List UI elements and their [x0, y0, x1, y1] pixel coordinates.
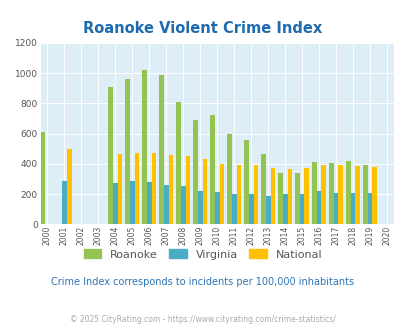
Text: © 2025 CityRating.com - https://www.cityrating.com/crime-statistics/: © 2025 CityRating.com - https://www.city…	[70, 315, 335, 324]
Bar	[248, 194, 253, 224]
Bar	[168, 155, 173, 224]
Bar	[214, 192, 219, 224]
Bar	[219, 164, 224, 224]
Bar	[209, 115, 214, 224]
Bar	[294, 173, 299, 224]
Bar	[151, 153, 156, 224]
Bar	[236, 165, 241, 224]
Bar	[316, 191, 321, 224]
Bar	[113, 183, 117, 224]
Bar	[367, 193, 371, 224]
Bar	[243, 141, 248, 224]
Text: Crime Index corresponds to incidents per 100,000 inhabitants: Crime Index corresponds to incidents per…	[51, 278, 354, 287]
Bar	[164, 185, 168, 224]
Bar	[130, 181, 134, 224]
Bar	[338, 165, 342, 224]
Bar	[299, 194, 304, 224]
Bar	[333, 193, 338, 224]
Bar	[197, 191, 202, 224]
Bar	[117, 154, 122, 224]
Bar	[345, 161, 350, 224]
Bar	[226, 134, 231, 224]
Bar	[40, 132, 45, 224]
Bar	[321, 165, 326, 224]
Bar	[142, 70, 147, 224]
Bar	[354, 166, 359, 224]
Bar	[231, 194, 236, 224]
Bar	[304, 168, 309, 224]
Bar	[202, 159, 207, 224]
Bar	[134, 153, 139, 224]
Bar	[265, 196, 270, 224]
Bar	[147, 182, 151, 224]
Bar	[62, 181, 66, 224]
Bar	[159, 75, 164, 224]
Bar	[270, 168, 275, 224]
Bar	[311, 162, 316, 224]
Text: Roanoke Violent Crime Index: Roanoke Violent Crime Index	[83, 21, 322, 36]
Bar	[66, 149, 71, 224]
Bar	[125, 79, 130, 224]
Bar	[350, 193, 354, 224]
Bar	[180, 186, 185, 224]
Bar	[362, 165, 367, 224]
Bar	[328, 163, 333, 224]
Bar	[193, 120, 197, 224]
Bar	[260, 154, 265, 224]
Bar	[287, 169, 292, 224]
Bar	[108, 87, 113, 224]
Bar	[371, 167, 376, 224]
Bar	[253, 165, 258, 224]
Legend: Roanoke, Virginia, National: Roanoke, Virginia, National	[79, 245, 326, 264]
Bar	[185, 155, 190, 224]
Bar	[277, 173, 282, 224]
Bar	[176, 102, 180, 224]
Bar	[282, 194, 287, 224]
